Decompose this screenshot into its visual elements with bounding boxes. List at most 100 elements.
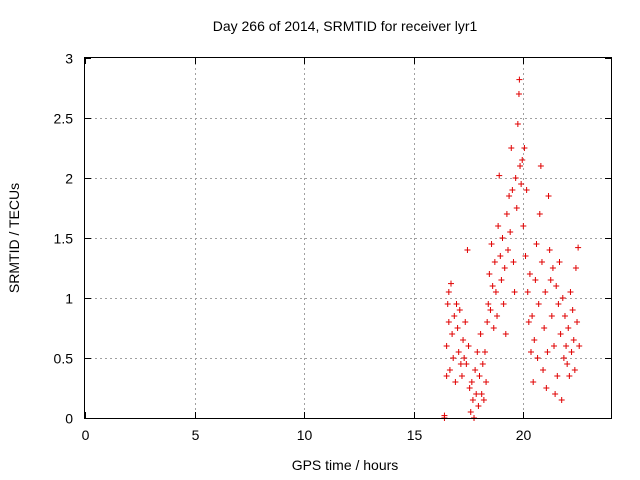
data-point [559, 295, 566, 301]
data-point [529, 313, 536, 319]
data-point [445, 289, 452, 295]
data-point [520, 223, 527, 229]
data-point [530, 379, 537, 385]
data-point [521, 145, 528, 151]
data-point [465, 343, 472, 349]
data-point [508, 145, 515, 151]
data-points [441, 76, 583, 421]
data-point [474, 349, 481, 355]
data-point [463, 361, 470, 367]
data-point [451, 313, 458, 319]
data-point [572, 265, 579, 271]
data-point [467, 409, 474, 415]
x-axis-label: GPS time / hours [292, 457, 399, 473]
data-point [509, 187, 516, 193]
chart-title: Day 266 of 2014, SRMTID for receiver lyr… [213, 18, 478, 34]
data-point [558, 397, 565, 403]
data-point [460, 337, 467, 343]
data-point [448, 280, 455, 287]
data-point [522, 253, 529, 259]
data-point [497, 253, 504, 259]
data-point [552, 391, 559, 397]
data-point [481, 349, 488, 355]
data-point [576, 343, 583, 349]
data-point [557, 331, 564, 337]
data-point [538, 259, 545, 265]
y-tick-label: 1 [65, 291, 73, 307]
data-point [450, 355, 457, 361]
data-point [567, 289, 574, 295]
data-point [574, 319, 581, 325]
data-point [540, 367, 547, 373]
data-point [490, 325, 497, 331]
data-point [483, 379, 490, 385]
data-point [454, 325, 461, 331]
data-point [544, 349, 551, 355]
x-tick-label: 10 [297, 427, 313, 443]
data-point [443, 343, 450, 349]
data-point [551, 343, 558, 349]
data-point [466, 385, 473, 391]
data-point [486, 271, 493, 277]
y-axis-label: SRMTID / TECUs [6, 183, 22, 293]
y-tick-label: 0.5 [54, 351, 74, 367]
data-point [554, 373, 561, 379]
data-point [468, 379, 475, 385]
data-point [488, 241, 495, 247]
data-point [501, 265, 508, 271]
data-point [569, 307, 576, 313]
data-point [473, 391, 480, 397]
data-point [526, 271, 533, 277]
data-point [517, 163, 524, 169]
grid [85, 58, 611, 418]
data-point [484, 319, 491, 325]
data-point [492, 289, 499, 295]
data-point [525, 319, 532, 325]
data-point [511, 289, 518, 295]
data-point [480, 397, 487, 403]
y-tick-label: 1.5 [54, 231, 74, 247]
data-point [534, 355, 541, 361]
data-point [546, 247, 553, 253]
axis-ticks: 0 5 10 15 20 0 0.5 1 1.5 2 2.5 3 [54, 51, 611, 443]
data-point [513, 205, 520, 211]
data-point [449, 331, 456, 337]
data-point [445, 319, 452, 325]
data-point [528, 349, 535, 355]
data-point [502, 331, 509, 337]
data-point [565, 325, 572, 331]
x-tick-label: 5 [192, 427, 200, 443]
data-point [494, 313, 501, 319]
data-point [506, 193, 513, 199]
data-point [563, 343, 570, 349]
data-point [549, 265, 556, 271]
data-point [518, 181, 525, 187]
data-point [570, 337, 577, 343]
data-point [457, 361, 464, 367]
data-point [503, 211, 510, 217]
data-point [531, 337, 538, 343]
data-point [514, 121, 521, 127]
data-point [476, 373, 483, 379]
data-point [516, 76, 523, 83]
data-point [548, 313, 555, 319]
data-point [444, 301, 451, 307]
data-point [469, 397, 476, 403]
data-point [443, 373, 450, 379]
x-tick-label: 20 [516, 427, 532, 443]
data-point [524, 289, 531, 295]
data-point [575, 244, 582, 251]
y-tick-label: 0 [65, 411, 73, 427]
data-point [452, 379, 459, 385]
x-tick-label: 15 [407, 427, 423, 443]
data-point [462, 319, 469, 325]
data-point [510, 259, 517, 265]
data-point [533, 241, 540, 247]
data-point [456, 307, 463, 313]
data-point [455, 349, 462, 355]
data-point [499, 235, 506, 241]
data-point [537, 163, 544, 169]
data-point [515, 91, 522, 97]
data-point [458, 373, 465, 379]
